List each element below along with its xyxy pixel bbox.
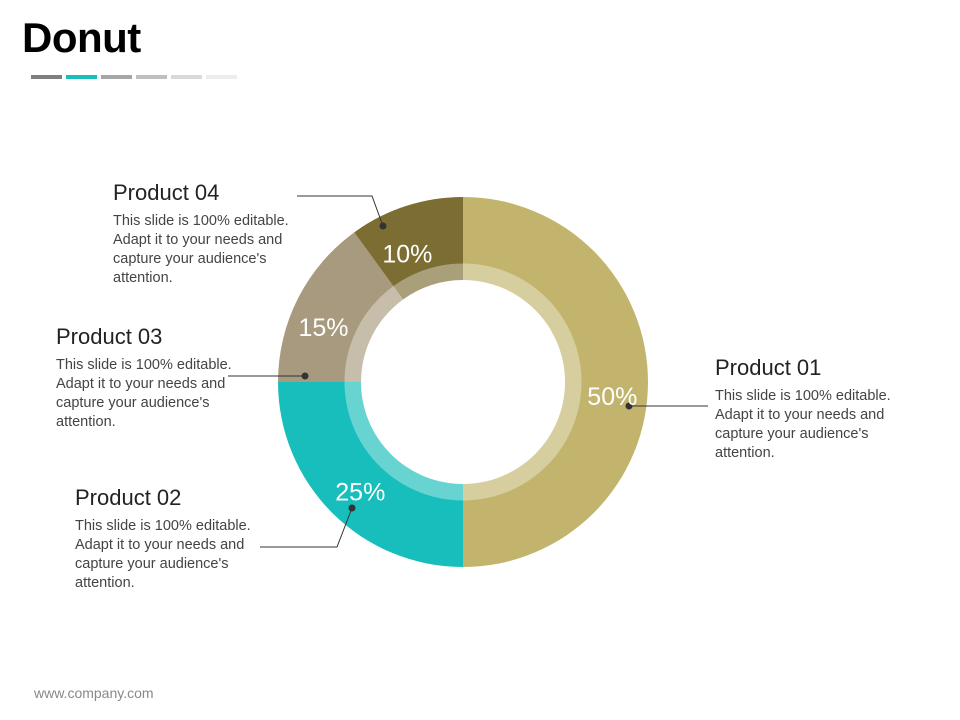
leader-dot-4 <box>379 222 387 230</box>
leader-dot-3 <box>301 372 309 380</box>
legend-product-04: Product 04 This slide is 100% editable. … <box>113 180 313 288</box>
data-label-product-03: 15% <box>299 314 349 342</box>
product-03-description: This slide is 100% editable. Adapt it to… <box>56 357 232 430</box>
product-01-description: This slide is 100% editable. Adapt it to… <box>715 388 891 461</box>
donut-slice-product-01 <box>463 197 648 567</box>
title-bar-segment <box>66 75 97 79</box>
product-03-title: Product 03 <box>56 324 163 349</box>
product-01-title: Product 01 <box>715 355 822 380</box>
legend-product-01: Product 01 This slide is 100% editable. … <box>715 355 915 463</box>
donut-slice-product-02 <box>278 382 463 567</box>
title-bar-segment <box>171 75 202 79</box>
title-bar-segment <box>101 75 132 79</box>
title-bar-segment <box>206 75 237 79</box>
product-02-description: This slide is 100% editable. Adapt it to… <box>75 518 251 591</box>
footer-url: www.company.com <box>34 685 154 701</box>
leader-line-4 <box>297 195 384 227</box>
leader-line-2 <box>260 507 353 548</box>
product-02-title: Product 02 <box>75 485 182 510</box>
legend-product-02: Product 02 This slide is 100% editable. … <box>75 485 275 593</box>
title-bar-segment <box>31 75 62 79</box>
data-label-product-04: 10% <box>382 241 432 269</box>
product-04-title: Product 04 <box>113 180 220 205</box>
data-label-product-01: 50% <box>587 383 637 411</box>
title-underline-bar <box>31 75 237 79</box>
legend-product-03: Product 03 This slide is 100% editable. … <box>56 324 256 432</box>
leader-dot-2 <box>348 504 356 512</box>
product-04-description: This slide is 100% editable. Adapt it to… <box>113 213 289 286</box>
title-bar-segment <box>136 75 167 79</box>
donut-inner-ring <box>344 263 582 501</box>
data-label-product-02: 25% <box>335 478 385 506</box>
slide-title: Donut <box>22 14 141 61</box>
donut-slice-product-03 <box>278 232 404 382</box>
leader-dot-1 <box>625 402 633 410</box>
